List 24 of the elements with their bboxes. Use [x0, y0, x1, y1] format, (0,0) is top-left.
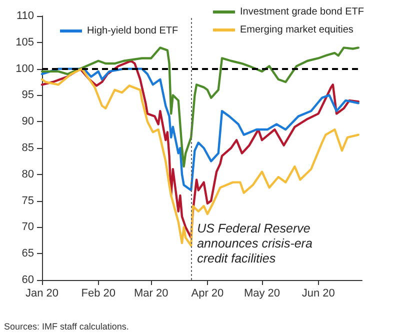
y-tick-label: 70	[22, 221, 34, 234]
x-tick-label: Jun 20	[302, 288, 335, 300]
y-tick-label: 95	[22, 89, 34, 102]
legend-label: High-yield bond ETF	[87, 26, 178, 36]
x-tick-label: Mar 20	[134, 288, 168, 300]
y-tick-label: 90	[22, 116, 34, 128]
legend-label: Investment grade bond ETF	[240, 6, 364, 18]
line-series	[40, 68, 360, 192]
x-tick-label: Feb 20	[81, 288, 116, 300]
y-tick-label: 105	[16, 36, 34, 48]
legend-label: Emerging market equities	[240, 24, 354, 36]
ref-line-label: US Federal Reserve announces crisis-era credit facilities	[197, 222, 316, 266]
y-tick-label: 75	[22, 194, 34, 207]
y-tick-label: 100	[16, 62, 34, 75]
y-tick-label: 110	[16, 10, 34, 22]
y-tick-label: 85	[22, 142, 34, 154]
y-tick-label: 80	[22, 168, 34, 180]
x-tick-label: Jan 20	[25, 288, 59, 300]
x-tick-label: Apr 20	[191, 288, 224, 300]
line-series	[40, 46, 360, 168]
y-tick-label: 60	[22, 274, 34, 286]
y-tick-label: 65	[22, 248, 34, 260]
source-note: Sources: IMF staff calculations.	[4, 322, 129, 332]
x-tick-label: May 20	[244, 288, 280, 300]
